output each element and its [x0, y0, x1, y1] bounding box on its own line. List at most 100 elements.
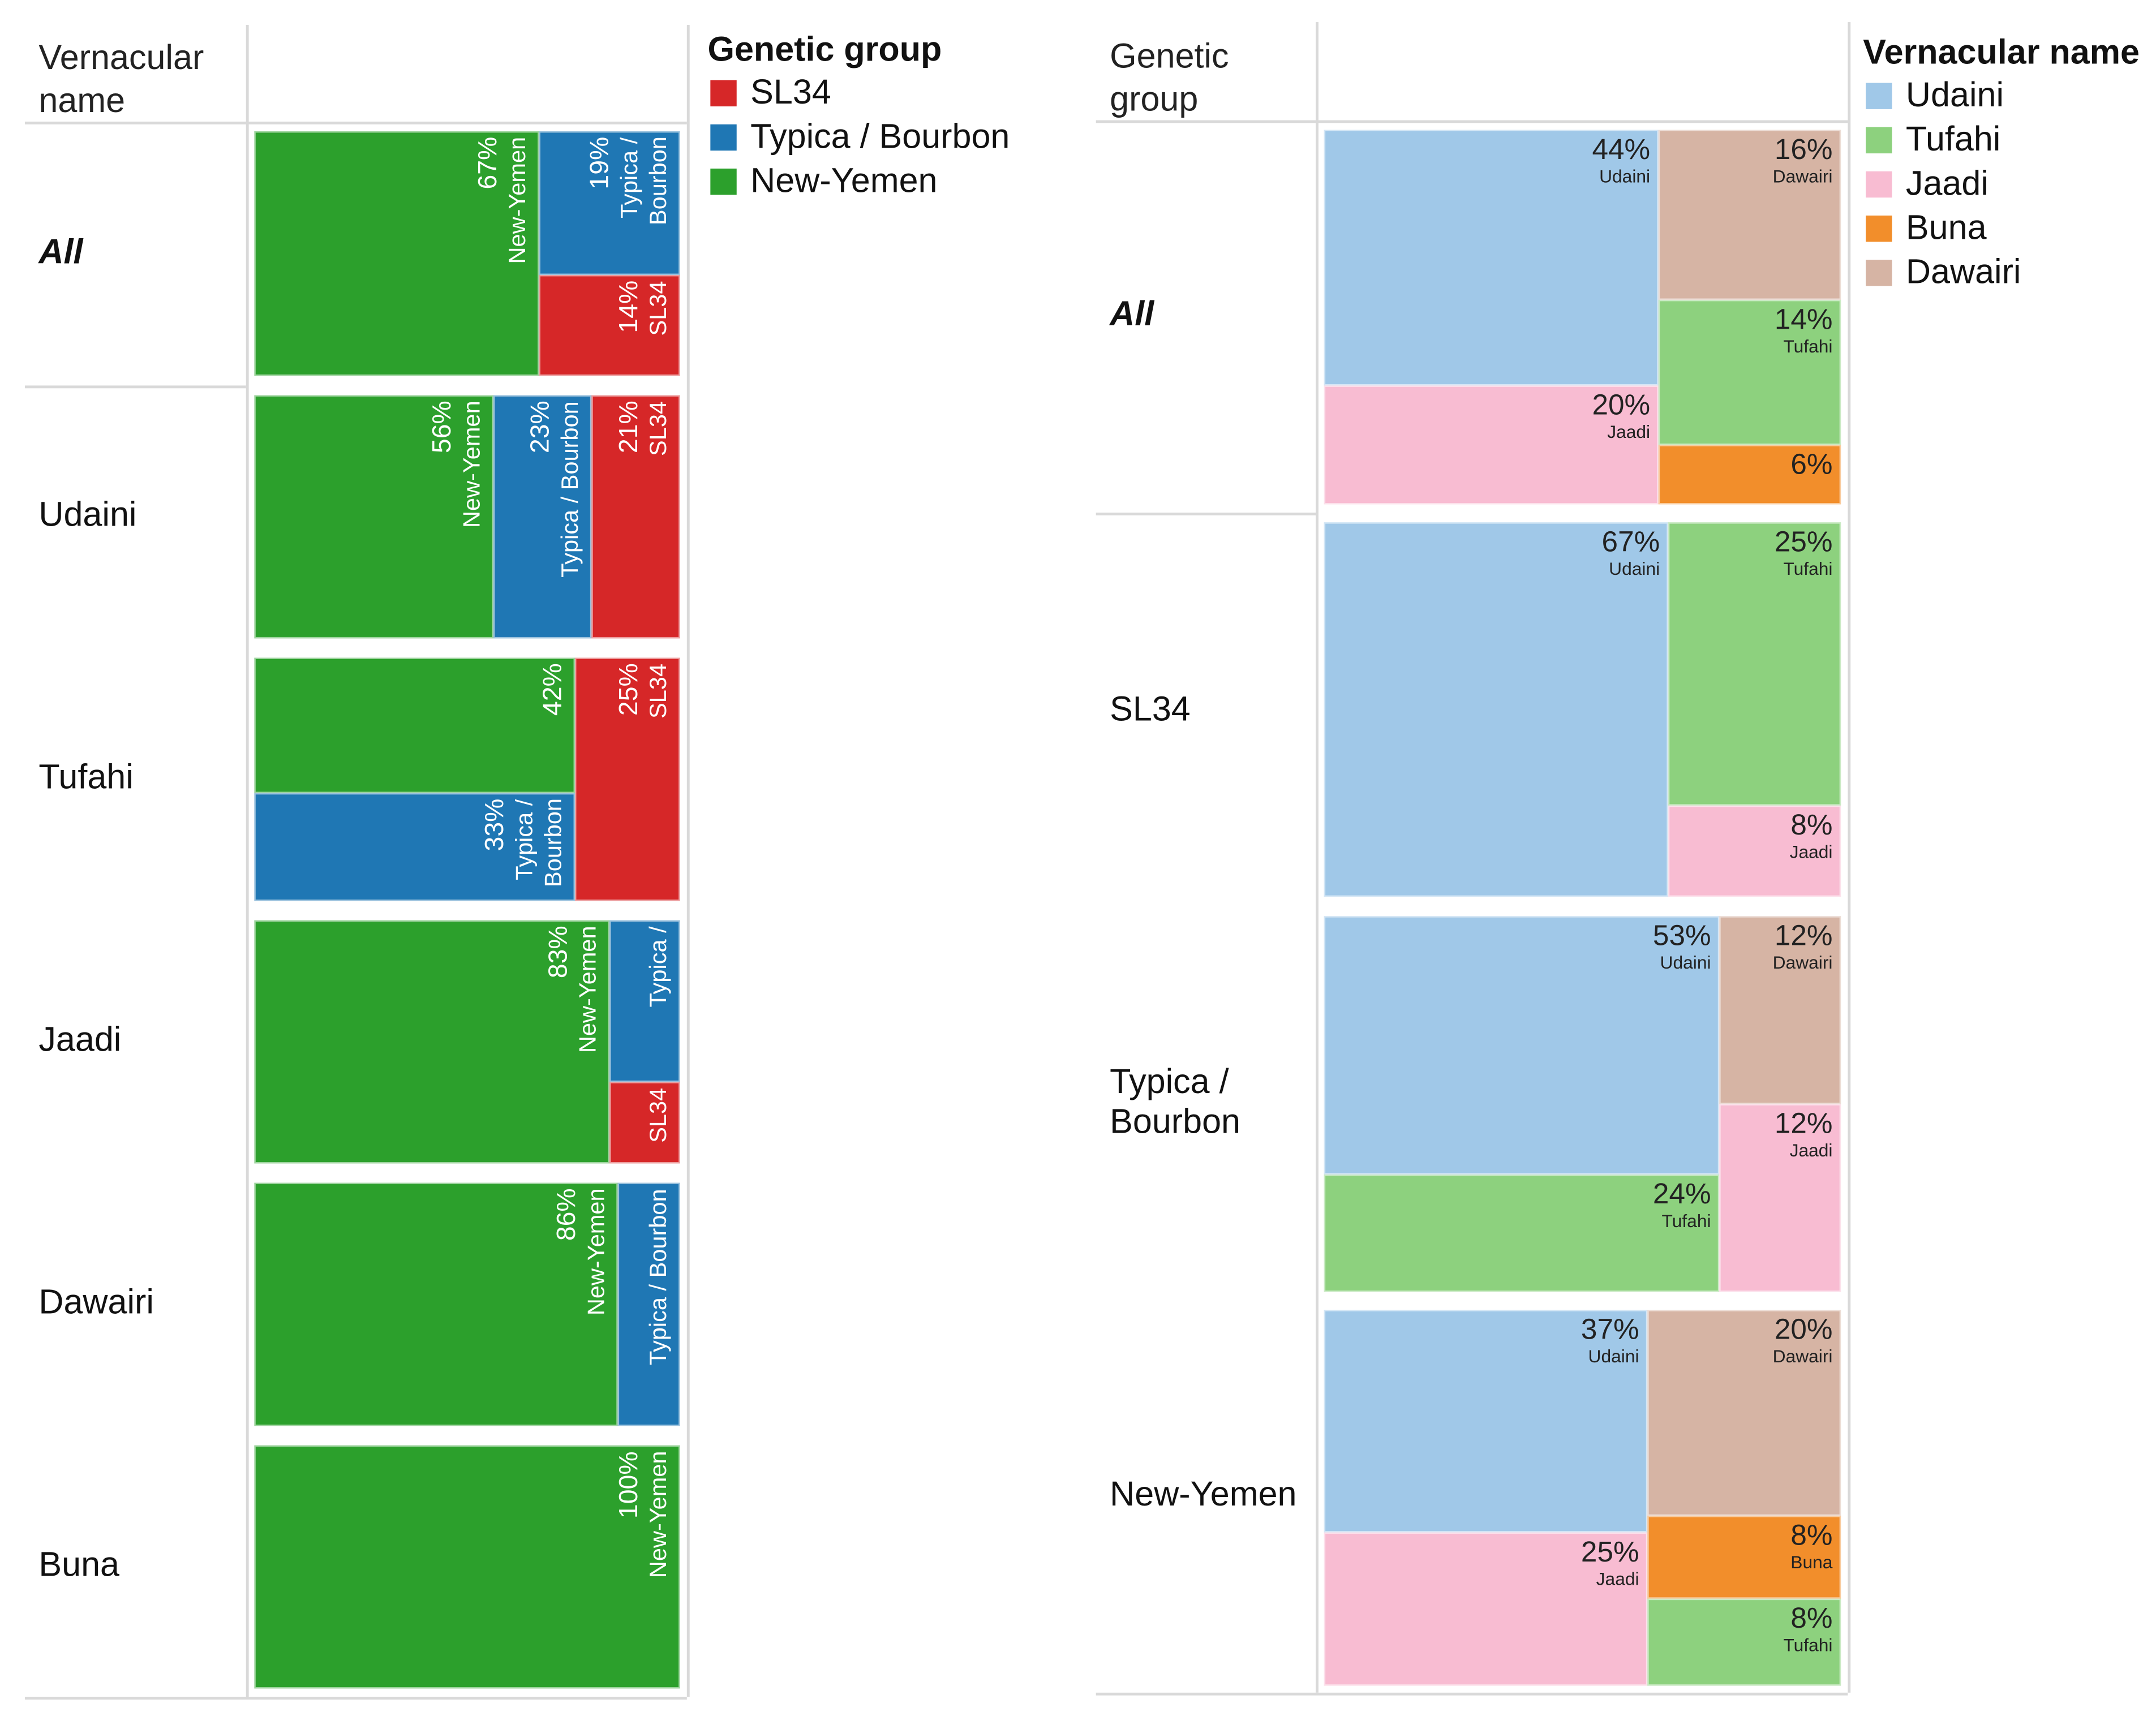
treemap-cell-jaadi-sl34[interactable]: SL34 [609, 1082, 680, 1164]
treemap-cell-new-yemen-udaini[interactable]: 37% Udaini [1324, 1310, 1648, 1533]
treemap-cell-jaadi-typica-bourbon[interactable]: Typica / [609, 920, 680, 1082]
treemap-cell-typica-bourbon-udaini[interactable]: 53% Udaini [1324, 916, 1720, 1175]
legend-item-dawairi[interactable]: Dawairi [1866, 253, 2021, 293]
legend-item-sl34[interactable]: SL34 [710, 73, 831, 113]
cell-name: SL34 [645, 663, 672, 719]
cell-name: Typica / [511, 798, 538, 880]
grid-divider [24, 121, 687, 124]
legend-label: Typica / Bourbon [750, 117, 1010, 156]
treemap-cell-tufahi-typica-bourbon[interactable]: 33% Typica / Bourbon [254, 793, 575, 901]
cell-percent: 14% [1774, 304, 1833, 336]
cell-label: 37% Udaini [1581, 1314, 1639, 1367]
cell-label: 8% Jaadi [1790, 810, 1833, 862]
treemap-cell-tufahi-new-yemen[interactable]: 42% [254, 657, 575, 793]
legend-item-jaadi[interactable]: Jaadi [1866, 165, 1988, 205]
cell-percent: 42% [539, 663, 568, 716]
treemap-cell-udaini-typica-bourbon[interactable]: 23% Typica / Bourbon [493, 395, 592, 639]
cell-percent: 23% [526, 401, 556, 454]
cell-name: Udaini [1588, 1345, 1639, 1367]
treemap-cell-all-sl34[interactable]: 14% SL34 [539, 275, 680, 376]
legend-item-tufahi[interactable]: Tufahi [1866, 120, 2000, 160]
treemap-cell-typica-bourbon-tufahi[interactable]: 24% Tufahi [1324, 1174, 1720, 1292]
grid-divider [24, 385, 246, 389]
cell-percent: 25% [1774, 526, 1833, 558]
legend-label: Jaadi [1905, 164, 1988, 204]
treemap-cell-udaini-new-yemen[interactable]: 56% New-Yemen [254, 395, 493, 639]
cell-label: 44% Udaini [1592, 134, 1650, 187]
cell-name: New-Yemen [645, 1451, 672, 1578]
cell-name: Udaini [1609, 558, 1660, 579]
treemap-cell-new-yemen-tufahi[interactable]: 8% Tufahi [1647, 1598, 1841, 1686]
cell-name: Dawairi [1772, 1345, 1833, 1367]
cell-percent: 19% [586, 136, 615, 190]
cell-label: Typica / [644, 926, 673, 1076]
treemap-cell-new-yemen-dawairi[interactable]: 20% Dawairi [1647, 1310, 1841, 1516]
cell-label: 67% New-Yemen [474, 137, 532, 371]
treemap-cell-all-buna[interactable]: 6% [1658, 445, 1841, 505]
treemap-cell-tufahi-sl34[interactable]: 25% SL34 [574, 657, 680, 901]
cell-label: 83% New-Yemen [544, 926, 603, 1158]
treemap-cell-dawairi-new-yemen[interactable]: 86% New-Yemen [254, 1182, 618, 1426]
treemap-cell-all-new-yemen[interactable]: 67% New-Yemen [254, 131, 539, 376]
cell-label: 67% Udaini [1602, 527, 1660, 579]
cell-label: 33% Typica / Bourbon [481, 799, 568, 896]
row-label-jaadi: Jaadi [38, 1020, 122, 1060]
cell-name: New-Yemen [583, 1188, 610, 1316]
row-label-buna: Buna [38, 1545, 119, 1585]
cell-percent: 25% [1581, 1536, 1639, 1569]
treemap-cell-buna-new-yemen[interactable]: 100% New-Yemen [254, 1445, 680, 1689]
cell-percent: 12% [1774, 920, 1833, 952]
cell-name: Jaadi [1789, 1139, 1833, 1161]
grid-divider [24, 1697, 687, 1700]
cell-percent: 12% [1774, 1108, 1833, 1140]
row-header-label: Genetic group [1110, 37, 1229, 119]
cell-percent: 8% [1790, 1603, 1833, 1635]
cell-label: 53% Udaini [1653, 920, 1711, 973]
treemap-cell-jaadi-new-yemen[interactable]: 83% New-Yemen [254, 920, 610, 1164]
cell-percent: 86% [552, 1188, 582, 1241]
treemap-cell-typica-bourbon-jaadi[interactable]: 12% Jaadi [1719, 1104, 1841, 1292]
legend-label: Udaini [1905, 76, 2004, 115]
cell-percent: 33% [480, 798, 510, 851]
cell-name: Dawairi [1772, 952, 1833, 973]
cell-label: 14% Tufahi [1775, 304, 1833, 356]
legend-label: SL34 [750, 73, 831, 112]
treemap-cell-udaini-sl34[interactable]: 21% SL34 [591, 395, 680, 639]
grid-divider [686, 24, 690, 1697]
treemap-cell-sl34-udaini[interactable]: 67% Udaini [1324, 522, 1668, 897]
treemap-cell-all-typica-bourbon[interactable]: 19% Typica / Bourbon [539, 131, 680, 276]
cell-percent: 8% [1790, 1520, 1833, 1552]
treemap-cell-all-dawairi[interactable]: 16% Dawairi [1658, 130, 1841, 300]
treemap-cell-all-udaini[interactable]: 44% Udaini [1324, 130, 1659, 386]
legend-item-typica-bourbon[interactable]: Typica / Bourbon [710, 118, 1010, 158]
cell-percent: 25% [615, 663, 645, 716]
treemap-cell-all-tufahi[interactable]: 14% Tufahi [1658, 299, 1841, 445]
legend-item-buna[interactable]: Buna [1866, 208, 1987, 249]
treemap-cell-new-yemen-buna[interactable]: 8% Buna [1647, 1516, 1841, 1599]
treemap-cell-all-jaadi[interactable]: 20% Jaadi [1324, 385, 1659, 505]
cell-percent: 56% [428, 401, 458, 454]
cell-label: 86% New-Yemen [553, 1188, 611, 1420]
treemap-cell-sl34-jaadi[interactable]: 8% Jaadi [1668, 805, 1841, 897]
legend-swatch-icon [710, 124, 737, 151]
legend-swatch-icon [1866, 260, 1892, 286]
cell-name: Typica / [616, 136, 643, 218]
cell-name: SL34 [645, 1087, 672, 1143]
cell-name: New-Yemen [574, 926, 602, 1053]
grid-divider [1316, 22, 1318, 1693]
cell-percent: 6% [1790, 449, 1833, 481]
cell-percent: 53% [1652, 920, 1711, 952]
cell-label: 20% Jaadi [1592, 390, 1650, 442]
cell-percent: 24% [1652, 1178, 1711, 1211]
cell-label: 42% [539, 663, 568, 788]
treemap-cell-dawairi-typica-bourbon[interactable]: Typica / Bourbon [617, 1182, 680, 1426]
treemap-cell-new-yemen-jaadi[interactable]: 25% Jaadi [1324, 1532, 1648, 1686]
legend-label: Buna [1905, 208, 1987, 248]
legend-item-new-yemen[interactable]: New-Yemen [710, 162, 938, 202]
cell-name: Buna [1790, 1551, 1833, 1573]
legend-item-udaini[interactable]: Udaini [1866, 76, 2004, 116]
treemap-cell-typica-bourbon-dawairi[interactable]: 12% Dawairi [1719, 916, 1841, 1104]
treemap-cell-sl34-tufahi[interactable]: 25% Tufahi [1668, 522, 1841, 806]
cell-label: 25% Tufahi [1775, 527, 1833, 579]
row-label-tufahi: Tufahi [38, 758, 134, 797]
